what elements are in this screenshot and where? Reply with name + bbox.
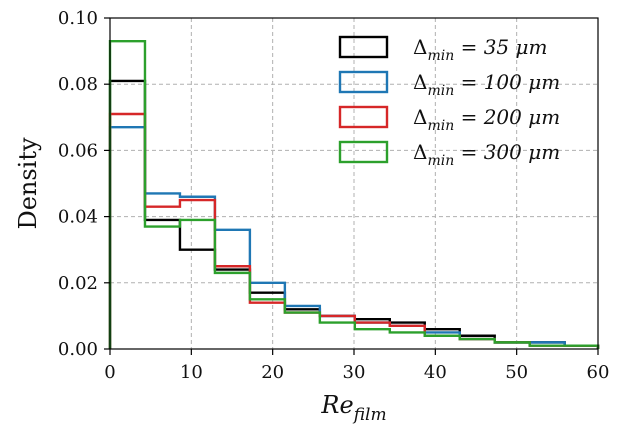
y-tick-label: 0.04 bbox=[58, 207, 98, 228]
x-tick-label: 50 bbox=[505, 362, 528, 383]
y-tick-label: 0.10 bbox=[58, 8, 98, 29]
x-tick-label: 20 bbox=[261, 362, 284, 383]
legend-swatch bbox=[338, 105, 389, 129]
series-layer bbox=[108, 39, 600, 349]
legend-label: Δmin = 200 μm bbox=[413, 105, 560, 134]
series-4-step-line bbox=[108, 39, 600, 349]
x-tick-label: 10 bbox=[180, 362, 203, 383]
x-tick-label: 40 bbox=[424, 362, 447, 383]
x-axis-label-sub: film bbox=[352, 405, 387, 425]
legend-label: Δmin = 100 μm bbox=[413, 70, 560, 99]
x-tick-label: 0 bbox=[104, 362, 115, 383]
x-axis-label-main: Re bbox=[320, 391, 353, 419]
y-tick-label: 0.08 bbox=[58, 74, 98, 95]
x-axis-label: Refilm bbox=[320, 391, 386, 425]
legend: Δmin = 35 μm Δmin = 100 μm Δmin = 200 μm Δm… bbox=[338, 35, 560, 169]
legend-label: Δmin = 35 μm bbox=[413, 35, 547, 64]
x-tick-label: 60 bbox=[587, 362, 610, 383]
y-tick-label: 0.06 bbox=[58, 140, 98, 161]
y-tick-label: 0.00 bbox=[58, 339, 98, 360]
x-tick-label: 30 bbox=[343, 362, 366, 383]
legend-swatch bbox=[338, 140, 389, 164]
legend-label: Δmin = 300 μm bbox=[413, 140, 560, 169]
ticks: 0 10 20 30 40 50 60 0.00 0.02 0.04 0.06 0.08 0.10 bbox=[58, 8, 610, 383]
legend-swatch bbox=[338, 35, 389, 59]
y-axis-label: Density bbox=[14, 137, 42, 230]
grid bbox=[110, 18, 598, 349]
y-tick-label: 0.02 bbox=[58, 273, 98, 294]
legend-swatch bbox=[338, 70, 389, 94]
